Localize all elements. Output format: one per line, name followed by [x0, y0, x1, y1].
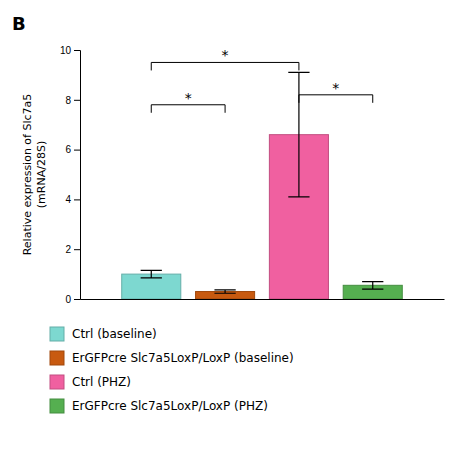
y-tick: 0 — [65, 294, 80, 305]
y-axis-title: Relative expression of Slc7a5(mRNA/28S) — [21, 94, 47, 256]
significance-bracket — [151, 105, 225, 113]
series — [343, 282, 402, 299]
error-bar — [141, 270, 162, 277]
legend-swatch — [50, 351, 64, 365]
legend-swatch — [50, 399, 64, 413]
significance-bracket — [299, 95, 373, 103]
y-tick-label: 6 — [65, 144, 71, 155]
legend: Ctrl (baseline) ErGFPcre Slc7a5LoxP/LoxP … — [50, 327, 294, 413]
y-tick-mark — [74, 150, 80, 151]
y-axis-line — [74, 51, 81, 300]
error-bar — [288, 72, 309, 197]
y-tick-mark — [74, 100, 80, 101]
significance-label: * — [185, 90, 192, 106]
legend-item: Ctrl (baseline) — [50, 327, 157, 341]
legend-label: Ctrl (baseline) — [72, 327, 157, 341]
y-axis-title-line: (mRNA/28S) — [35, 141, 48, 208]
y-axis: 0 2 4 6 8 10 — [60, 45, 81, 305]
y-tick-label: 8 — [65, 95, 71, 106]
y-axis-title-line: Relative expression of Slc7a5 — [21, 94, 34, 256]
x-axis-line — [81, 299, 445, 300]
y-tick: 4 — [65, 194, 80, 205]
series — [122, 270, 181, 299]
marks — [122, 62, 403, 299]
error-bar — [362, 282, 383, 289]
y-tick-label: 4 — [65, 194, 71, 205]
significance-bracket — [151, 62, 299, 70]
y-tick: 6 — [65, 144, 80, 155]
legend-swatch — [50, 327, 64, 341]
legend-label: Ctrl (PHZ) — [72, 375, 131, 389]
legend-swatch — [50, 375, 64, 389]
y-tick-mark — [74, 199, 80, 200]
legend-item: Ctrl (PHZ) — [50, 375, 131, 389]
plot: 0 2 4 6 8 10 Relative expression of Slc7a5(mRN… — [21, 45, 444, 305]
legend-item: ErGFPcre Slc7a5LoxP/LoxP (baseline) — [50, 351, 294, 365]
series — [269, 72, 328, 299]
title: B — [12, 13, 26, 34]
y-tick-mark — [74, 249, 80, 250]
significance-label: * — [222, 47, 229, 63]
chart: 0 2 4 6 8 10 Relative expression of Slc7a5(mRN… — [0, 0, 474, 474]
error-bar — [214, 290, 235, 293]
y-tick-label: 0 — [65, 294, 71, 305]
legend-label: ErGFPcre Slc7a5LoxP/LoxP (PHZ) — [72, 399, 268, 413]
series — [196, 290, 255, 299]
y-tick: 10 — [60, 45, 80, 56]
y-tick-label: 10 — [60, 45, 72, 56]
y-tick-label: 2 — [65, 244, 71, 255]
y-tick: 2 — [65, 244, 80, 255]
significance-label: * — [332, 80, 339, 96]
legend-item: ErGFPcre Slc7a5LoxP/LoxP (PHZ) — [50, 399, 268, 413]
y-tick-mark — [74, 299, 80, 300]
y-tick-mark — [74, 50, 80, 51]
legend-label: ErGFPcre Slc7a5LoxP/LoxP (baseline) — [72, 351, 294, 365]
y-tick: 8 — [65, 95, 80, 106]
